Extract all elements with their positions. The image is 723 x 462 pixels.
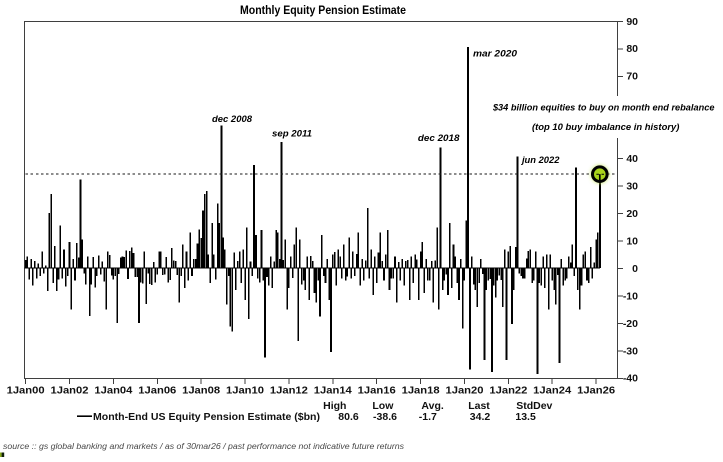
svg-text:1Jan26: 1Jan26 xyxy=(577,385,615,397)
svg-text:1Jan14: 1Jan14 xyxy=(314,385,352,397)
svg-text:80.6: 80.6 xyxy=(338,411,359,423)
svg-text:1Jan02: 1Jan02 xyxy=(51,385,89,397)
svg-text:Month-End US Equity Pension Es: Month-End US Equity Pension Estimate ($b… xyxy=(93,411,320,423)
svg-text:-40: -40 xyxy=(623,373,638,385)
svg-text:1Jan04: 1Jan04 xyxy=(94,385,132,397)
svg-text:sep 2011: sep 2011 xyxy=(272,129,312,140)
svg-text:source :: gs global banking an: source :: gs global banking and markets … xyxy=(3,442,404,451)
svg-text:dec 2018: dec 2018 xyxy=(418,133,460,144)
svg-text:13.5: 13.5 xyxy=(515,411,536,423)
svg-text:(top 10 buy imbalance in histo: (top 10 buy imbalance in history) xyxy=(532,122,680,133)
svg-text:1Jan08: 1Jan08 xyxy=(182,385,220,397)
svg-text:20: 20 xyxy=(626,208,638,220)
svg-text:90: 90 xyxy=(626,16,638,28)
svg-text:$34 billion equities to buy on: $34 billion equities to buy on month end… xyxy=(492,103,715,114)
svg-text:1Jan18: 1Jan18 xyxy=(402,385,440,397)
svg-text:-1.7: -1.7 xyxy=(419,411,437,423)
svg-text:StdDev: StdDev xyxy=(516,400,552,412)
svg-text:10: 10 xyxy=(626,235,638,247)
svg-text:1Jan16: 1Jan16 xyxy=(358,385,396,397)
svg-text:1Jan22: 1Jan22 xyxy=(489,385,527,397)
svg-text:1Jan20: 1Jan20 xyxy=(446,385,484,397)
svg-text:mar 2020: mar 2020 xyxy=(473,49,518,60)
svg-text:Last: Last xyxy=(468,400,490,412)
svg-text:Monthly Equity Pension Estimat: Monthly Equity Pension Estimate xyxy=(240,5,406,17)
svg-text:70: 70 xyxy=(626,71,638,83)
svg-text:30: 30 xyxy=(626,181,638,193)
svg-text:1Jan24: 1Jan24 xyxy=(533,385,571,397)
svg-text:-20: -20 xyxy=(623,318,638,330)
svg-text:0: 0 xyxy=(632,263,638,275)
svg-text:80: 80 xyxy=(626,43,638,55)
svg-text:High: High xyxy=(323,400,346,412)
svg-text:40: 40 xyxy=(626,153,638,165)
svg-text:-30: -30 xyxy=(623,345,638,357)
svg-text:Avg.: Avg. xyxy=(421,400,443,412)
svg-text:1Jan00: 1Jan00 xyxy=(7,385,45,397)
svg-text:1Jan10: 1Jan10 xyxy=(226,385,264,397)
svg-text:-10: -10 xyxy=(623,290,638,302)
svg-text:-38.6: -38.6 xyxy=(373,411,397,423)
svg-text:1Jan06: 1Jan06 xyxy=(138,385,176,397)
svg-text:Low: Low xyxy=(372,400,394,412)
svg-text:1Jan12: 1Jan12 xyxy=(270,385,308,397)
svg-text:34.2: 34.2 xyxy=(470,411,491,423)
svg-text:jun 2022: jun 2022 xyxy=(520,155,560,166)
svg-text:dec 2008: dec 2008 xyxy=(212,114,253,125)
